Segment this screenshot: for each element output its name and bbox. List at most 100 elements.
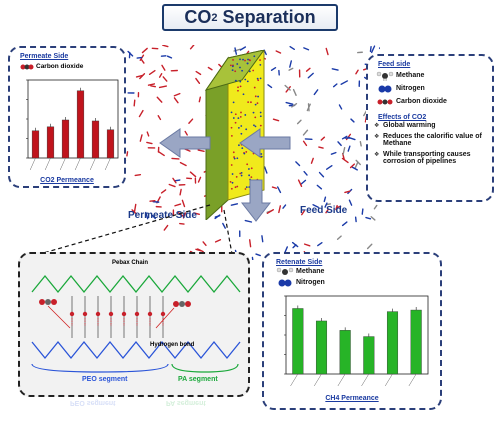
gas-molecule xyxy=(163,224,169,231)
membrane-pore-dot xyxy=(256,102,259,105)
gas-molecule xyxy=(239,46,247,51)
gas-molecule xyxy=(303,47,310,51)
membrane-pore-dot xyxy=(232,101,235,104)
gas-molecule xyxy=(302,140,308,147)
membrane-pore-dot xyxy=(259,77,262,80)
pa-label-reflection: PA segment xyxy=(166,399,206,406)
membrane-pore-dot xyxy=(259,59,261,61)
gas-molecule xyxy=(181,199,186,208)
membrane-slab xyxy=(204,50,265,220)
gas-molecule xyxy=(365,216,372,220)
gas-molecule xyxy=(157,115,162,121)
gas-molecule xyxy=(146,131,150,137)
gas-molecule xyxy=(197,176,202,183)
gas-molecule xyxy=(133,99,136,107)
membrane-pore-dot xyxy=(245,128,248,131)
gas-molecule xyxy=(138,109,144,118)
ch4-permeance-chart xyxy=(284,295,429,387)
feed-legend-methane: Methane xyxy=(396,72,425,79)
title-subscript: 2 xyxy=(211,11,218,24)
gas-molecule xyxy=(152,200,160,203)
permeate-side-label: Permeate Side xyxy=(128,210,197,221)
gas-molecule xyxy=(307,72,314,79)
gas-molecule xyxy=(147,83,156,86)
title-text: CO xyxy=(184,7,212,27)
retentate-legend-nitrogen: Nitrogen xyxy=(296,279,325,286)
membrane-pore-dot xyxy=(234,79,237,82)
gas-molecule xyxy=(184,130,188,136)
flow-arrows xyxy=(159,128,291,222)
membrane-pore-dot xyxy=(247,58,249,61)
callout-line-left xyxy=(39,204,211,255)
membrane-pore-dot xyxy=(239,58,241,61)
gas-molecule xyxy=(150,85,157,88)
gas-molecule xyxy=(162,76,168,82)
membrane-pore-dot xyxy=(243,152,246,155)
nitrogen-molecule-icon xyxy=(278,279,292,287)
gas-molecule xyxy=(305,67,311,72)
gas-molecule xyxy=(292,88,297,96)
gas-molecule xyxy=(255,253,261,257)
gas-molecule xyxy=(289,60,292,68)
membrane-pore-dot xyxy=(236,63,239,65)
feed-panel: Feed side Methane Nitrogen Carbon dioxid… xyxy=(366,54,494,202)
gas-molecule xyxy=(335,204,338,211)
gas-molecule xyxy=(148,69,156,76)
x-tick-mark xyxy=(337,373,346,387)
gas-molecule xyxy=(288,67,294,71)
x-tick-mark xyxy=(408,373,417,387)
gas-molecule xyxy=(291,103,298,108)
membrane-pore-dot xyxy=(231,69,234,72)
gas-molecule xyxy=(317,241,323,247)
page-title: CO 2 Separation xyxy=(162,4,338,31)
gas-molecule xyxy=(173,179,181,182)
gas-molecule xyxy=(285,101,294,105)
gas-molecule xyxy=(140,59,145,64)
gas-molecule xyxy=(300,179,307,185)
membrane-pore-dot xyxy=(247,101,250,104)
gas-molecule xyxy=(230,203,239,206)
gas-molecule xyxy=(282,204,287,209)
gas-molecule xyxy=(318,171,325,178)
membrane-pore-dot xyxy=(230,164,233,166)
membrane-pore-dot xyxy=(239,80,242,83)
gas-molecule xyxy=(145,211,149,220)
gas-molecule xyxy=(179,188,182,196)
gas-molecule xyxy=(349,163,356,169)
membrane-pore-dot xyxy=(240,111,242,114)
membrane-pore-dot xyxy=(259,111,262,114)
membrane-pore-dot xyxy=(233,157,236,160)
membrane-pore-dot xyxy=(252,111,255,114)
gas-molecule xyxy=(261,235,264,243)
membrane-pore-dot xyxy=(241,69,244,72)
gas-molecule xyxy=(292,244,297,249)
gas-molecule xyxy=(354,161,359,169)
feed-to-membrane-arrow-icon xyxy=(239,128,291,158)
gas-molecule xyxy=(149,199,156,202)
oxygen-atom xyxy=(95,311,101,317)
permeate-heading: Permeate Side xyxy=(20,53,69,60)
membrane-pore-dot xyxy=(257,79,260,82)
membrane-pore-dot xyxy=(236,157,239,160)
gas-molecule xyxy=(331,68,339,71)
membrane-pore-dot xyxy=(232,59,234,61)
membrane-pore-dot xyxy=(253,86,256,89)
gas-molecule xyxy=(198,96,202,103)
membrane-pore-dot xyxy=(246,80,249,83)
membrane-pore-dot xyxy=(250,167,253,170)
gas-molecule xyxy=(318,146,324,149)
x-tick-mark xyxy=(29,157,36,171)
gas-molecule xyxy=(214,239,222,243)
gas-molecule xyxy=(312,204,319,208)
permeate-caption: CO2 Permeance xyxy=(40,177,94,184)
gas-molecule xyxy=(173,92,181,97)
x-tick-mark xyxy=(104,157,111,171)
gas-molecule xyxy=(341,221,348,227)
gas-molecule xyxy=(351,166,358,171)
oxygen-atom xyxy=(134,311,140,317)
membrane-pore-dot xyxy=(230,187,233,190)
membrane-pore-dot xyxy=(237,86,239,89)
gas-molecule xyxy=(267,84,273,89)
membrane-pore-dot xyxy=(240,125,243,127)
membrane-pore-dot xyxy=(232,151,235,154)
